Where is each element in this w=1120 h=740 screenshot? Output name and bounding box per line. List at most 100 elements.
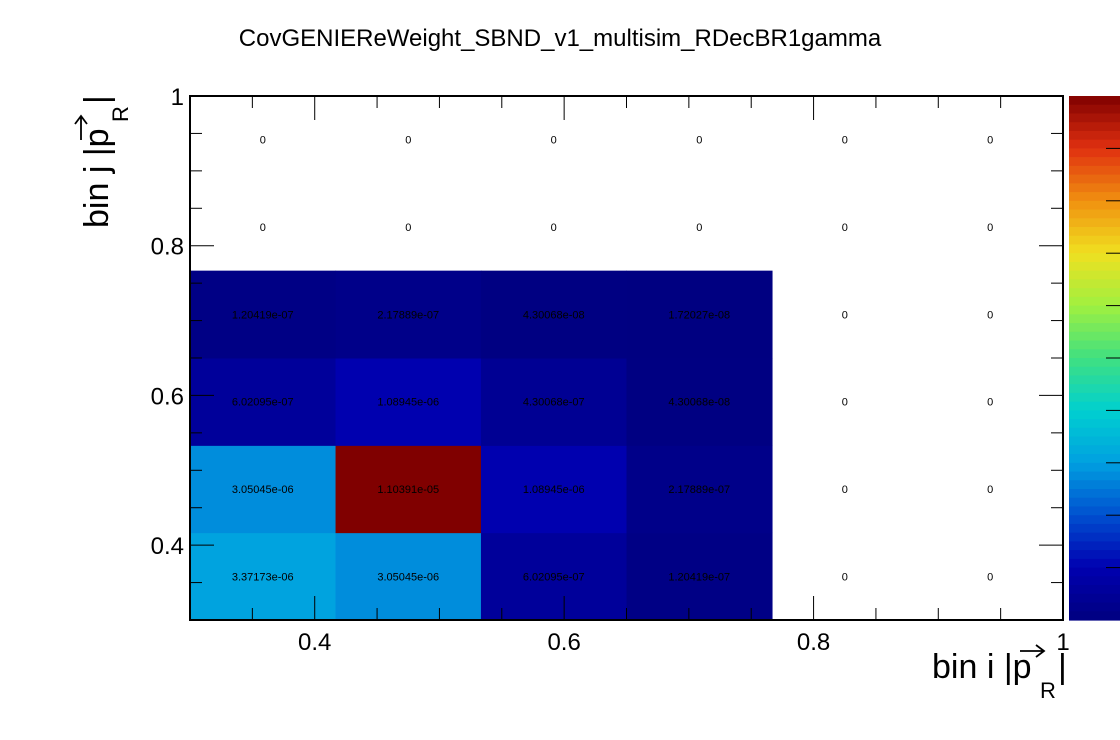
- cell-label-5-5: 0: [987, 135, 993, 147]
- palette-band: [1069, 183, 1120, 193]
- palette-band: [1069, 261, 1120, 272]
- palette-band: [1069, 419, 1120, 429]
- heatmap-cell-2-2: [480, 358, 627, 446]
- palette-band: [1069, 541, 1120, 551]
- heatmap-cell-1-2: [335, 358, 482, 446]
- cell-label-2-2: 4.30068e-07: [523, 397, 585, 409]
- palette-band: [1069, 288, 1120, 298]
- palette-band: [1069, 218, 1120, 228]
- palette-band: [1069, 593, 1120, 604]
- axis-ticks: [189, 95, 1064, 621]
- palette-band: [1069, 602, 1120, 612]
- palette-band: [1069, 200, 1120, 211]
- cell-label-1-4: 0: [405, 222, 411, 234]
- palette-band: [1069, 148, 1120, 158]
- cell-label-2-5: 0: [551, 135, 557, 147]
- palette-band: [1069, 366, 1120, 377]
- y-axis-vector-arrow: [74, 114, 88, 140]
- palette-band: [1069, 192, 1120, 202]
- y-axis-title: bin j |p R |: [74, 95, 133, 228]
- y-tick-label: 0.6: [151, 383, 184, 410]
- heatmap-cell-0-0: [190, 532, 337, 621]
- palette-band: [1069, 349, 1120, 359]
- cell-label-4-2: 0: [842, 397, 848, 409]
- palette-band: [1069, 139, 1120, 149]
- palette-band: [1069, 165, 1120, 176]
- heatmap-cell-0-3: [190, 270, 337, 359]
- palette-band: [1069, 611, 1120, 621]
- cell-label-4-4: 0: [842, 222, 848, 234]
- heatmap-cell-labels: 3.37173e-06 3.05045e-06 6.02095e-07 1.20419…: [232, 135, 993, 584]
- cell-label-1-3: 2.17889e-07: [377, 309, 439, 321]
- cell-label-1-1: 1.10391e-05: [377, 484, 439, 496]
- palette-band: [1069, 331, 1120, 342]
- color-palette: [1069, 96, 1120, 621]
- x-tick-label: 0.8: [797, 629, 830, 656]
- palette-band: [1069, 209, 1120, 219]
- heatmap-cells: [190, 270, 773, 621]
- cell-label-3-0: 1.20419e-07: [668, 571, 730, 583]
- palette-band: [1069, 323, 1120, 333]
- palette-band: [1069, 392, 1120, 403]
- cell-label-0-3: 1.20419e-07: [232, 309, 294, 321]
- cell-label-0-5: 0: [260, 135, 266, 147]
- palette-band: [1069, 523, 1120, 534]
- palette-band: [1069, 489, 1120, 499]
- palette-band: [1069, 296, 1120, 307]
- heatmap-cell-0-1: [190, 445, 337, 534]
- cell-label-0-0: 3.37173e-06: [232, 571, 294, 583]
- x-axis-title-main: bin i |p: [932, 648, 1032, 686]
- cell-label-3-1: 2.17889e-07: [668, 484, 730, 496]
- cell-label-5-2: 0: [987, 397, 993, 409]
- palette-band: [1069, 157, 1120, 167]
- x-tick-label: 0.4: [298, 629, 331, 656]
- cell-label-3-4: 0: [696, 222, 702, 234]
- palette-band: [1069, 270, 1120, 280]
- x-tick-label: 0.6: [547, 629, 580, 656]
- palette-band: [1069, 227, 1120, 237]
- x-axis-vector-arrow: [1020, 644, 1046, 658]
- palette-band: [1069, 401, 1120, 411]
- cell-label-2-4: 0: [551, 222, 557, 234]
- palette-band: [1069, 174, 1120, 184]
- chart-title: CovGENIEReWeight_SBND_v1_multisim_RDecBR…: [239, 25, 882, 52]
- y-tick-label: 0.8: [151, 234, 184, 261]
- palette-band: [1069, 384, 1120, 394]
- cell-label-5-3: 0: [987, 309, 993, 321]
- palette-band: [1069, 436, 1120, 446]
- palette-band: [1069, 122, 1120, 132]
- y-axis-title-end: |: [78, 95, 116, 104]
- palette-band: [1069, 462, 1120, 473]
- cell-label-4-1: 0: [842, 484, 848, 496]
- cell-label-0-2: 6.02095e-07: [232, 397, 294, 409]
- palette-band: [1069, 314, 1120, 324]
- palette-band: [1069, 497, 1120, 508]
- cell-label-3-3: 1.72027e-08: [668, 309, 730, 321]
- palette-band: [1069, 358, 1120, 368]
- heatmap-cell-2-1: [480, 445, 627, 534]
- palette-band: [1069, 427, 1120, 438]
- y-tick-label: 1: [171, 84, 184, 111]
- palette-band: [1069, 96, 1120, 106]
- palette-band: [1069, 410, 1120, 420]
- heatmap-cell-0-2: [190, 358, 337, 446]
- cell-label-1-0: 3.05045e-06: [377, 571, 439, 583]
- palette-band: [1069, 279, 1120, 289]
- heatmap-cell-3-3: [626, 270, 773, 359]
- palette-band: [1069, 244, 1120, 254]
- palette-band: [1069, 340, 1120, 350]
- cell-label-0-1: 3.05045e-06: [232, 484, 294, 496]
- cell-label-4-5: 0: [842, 135, 848, 147]
- heatmap-cell-3-0: [626, 532, 773, 621]
- palette-band: [1069, 305, 1120, 315]
- heatmap-cell-3-1: [626, 445, 773, 534]
- heatmap-cell-1-0: [335, 532, 482, 621]
- cell-label-1-2: 1.08945e-06: [377, 397, 439, 409]
- palette-band: [1069, 104, 1120, 115]
- palette-band: [1069, 113, 1120, 123]
- y-axis-title-main: bin j |p: [78, 128, 116, 228]
- palette-band: [1069, 506, 1120, 516]
- palette-band: [1069, 253, 1120, 263]
- y-tick-label: 0.4: [151, 533, 184, 560]
- x-axis-title: bin i |p R |: [932, 644, 1067, 703]
